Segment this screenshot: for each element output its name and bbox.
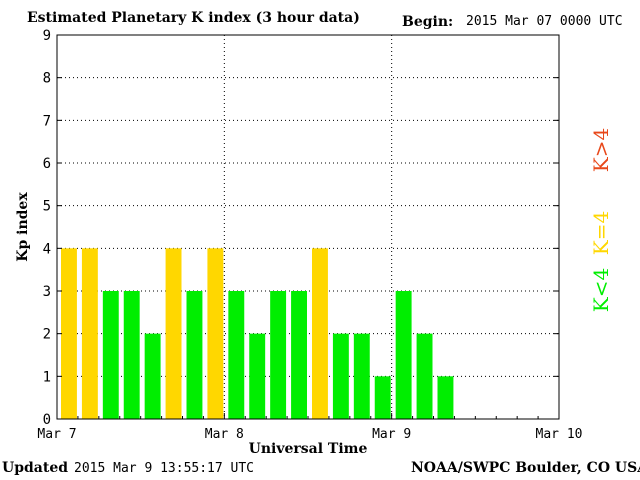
kp-bar: [165, 248, 182, 419]
updated-value: 2015 Mar 9 13:55:17 UTC: [74, 461, 255, 476]
kp-bar: [416, 333, 433, 419]
x-tick-label: Mar 8: [205, 427, 244, 442]
kp-bar: [186, 291, 203, 419]
y-tick-label: 8: [43, 71, 51, 87]
x-axis-label: Universal Time: [249, 441, 368, 457]
kp-bar: [270, 291, 287, 419]
x-tick-label: Mar 7: [37, 427, 76, 442]
legend: K>4 K=4 K<4: [589, 128, 613, 312]
begin-value: 2015 Mar 07 0000 UTC: [466, 14, 623, 29]
kp-bar: [81, 248, 98, 419]
kp-bar: [228, 291, 245, 419]
y-tick-label: 9: [43, 28, 51, 44]
x-tick-label: Mar 10: [536, 427, 583, 442]
kp-bar: [144, 333, 161, 419]
x-tick-label: Mar 9: [372, 427, 411, 442]
kp-bar: [249, 333, 266, 419]
y-tick-label: 2: [43, 327, 51, 343]
begin-label: Begin:: [402, 14, 454, 30]
source-label: NOAA/SWPC Boulder, CO USA: [411, 460, 640, 476]
y-tick-label: 6: [43, 156, 51, 172]
y-tick-label: 4: [43, 241, 51, 257]
chart-title: Estimated Planetary K index (3 hour data…: [27, 10, 360, 26]
y-axis: 0 1 2 3 4 5 6 7 8 9: [43, 28, 559, 428]
legend-label: K<4: [589, 268, 613, 312]
kp-bar: [332, 333, 349, 419]
y-tick-label: 5: [43, 199, 51, 215]
kp-bar: [312, 248, 328, 419]
legend-label: K=4: [589, 211, 613, 255]
kp-bar: [61, 248, 77, 419]
kp-bar: [123, 291, 140, 419]
grid-lines: [57, 35, 559, 419]
kp-bar: [353, 333, 370, 419]
kp-bar: [395, 291, 412, 419]
kp-bar: [207, 248, 224, 419]
y-tick-label: 0: [43, 412, 51, 428]
y-tick-label: 1: [43, 369, 51, 385]
updated-label: Updated: [2, 460, 69, 476]
kp-bar: [102, 291, 119, 419]
y-axis-label: Kp index: [15, 192, 31, 262]
x-axis: Mar 7 Mar 8 Mar 9 Mar 10: [37, 413, 582, 442]
kp-bar: [437, 376, 454, 419]
kp-bar: [374, 376, 391, 419]
kp-bar: [291, 291, 307, 419]
legend-label: K>4: [589, 128, 613, 172]
bars: [61, 248, 454, 419]
y-tick-label: 3: [43, 284, 51, 300]
y-tick-label: 7: [43, 113, 51, 129]
